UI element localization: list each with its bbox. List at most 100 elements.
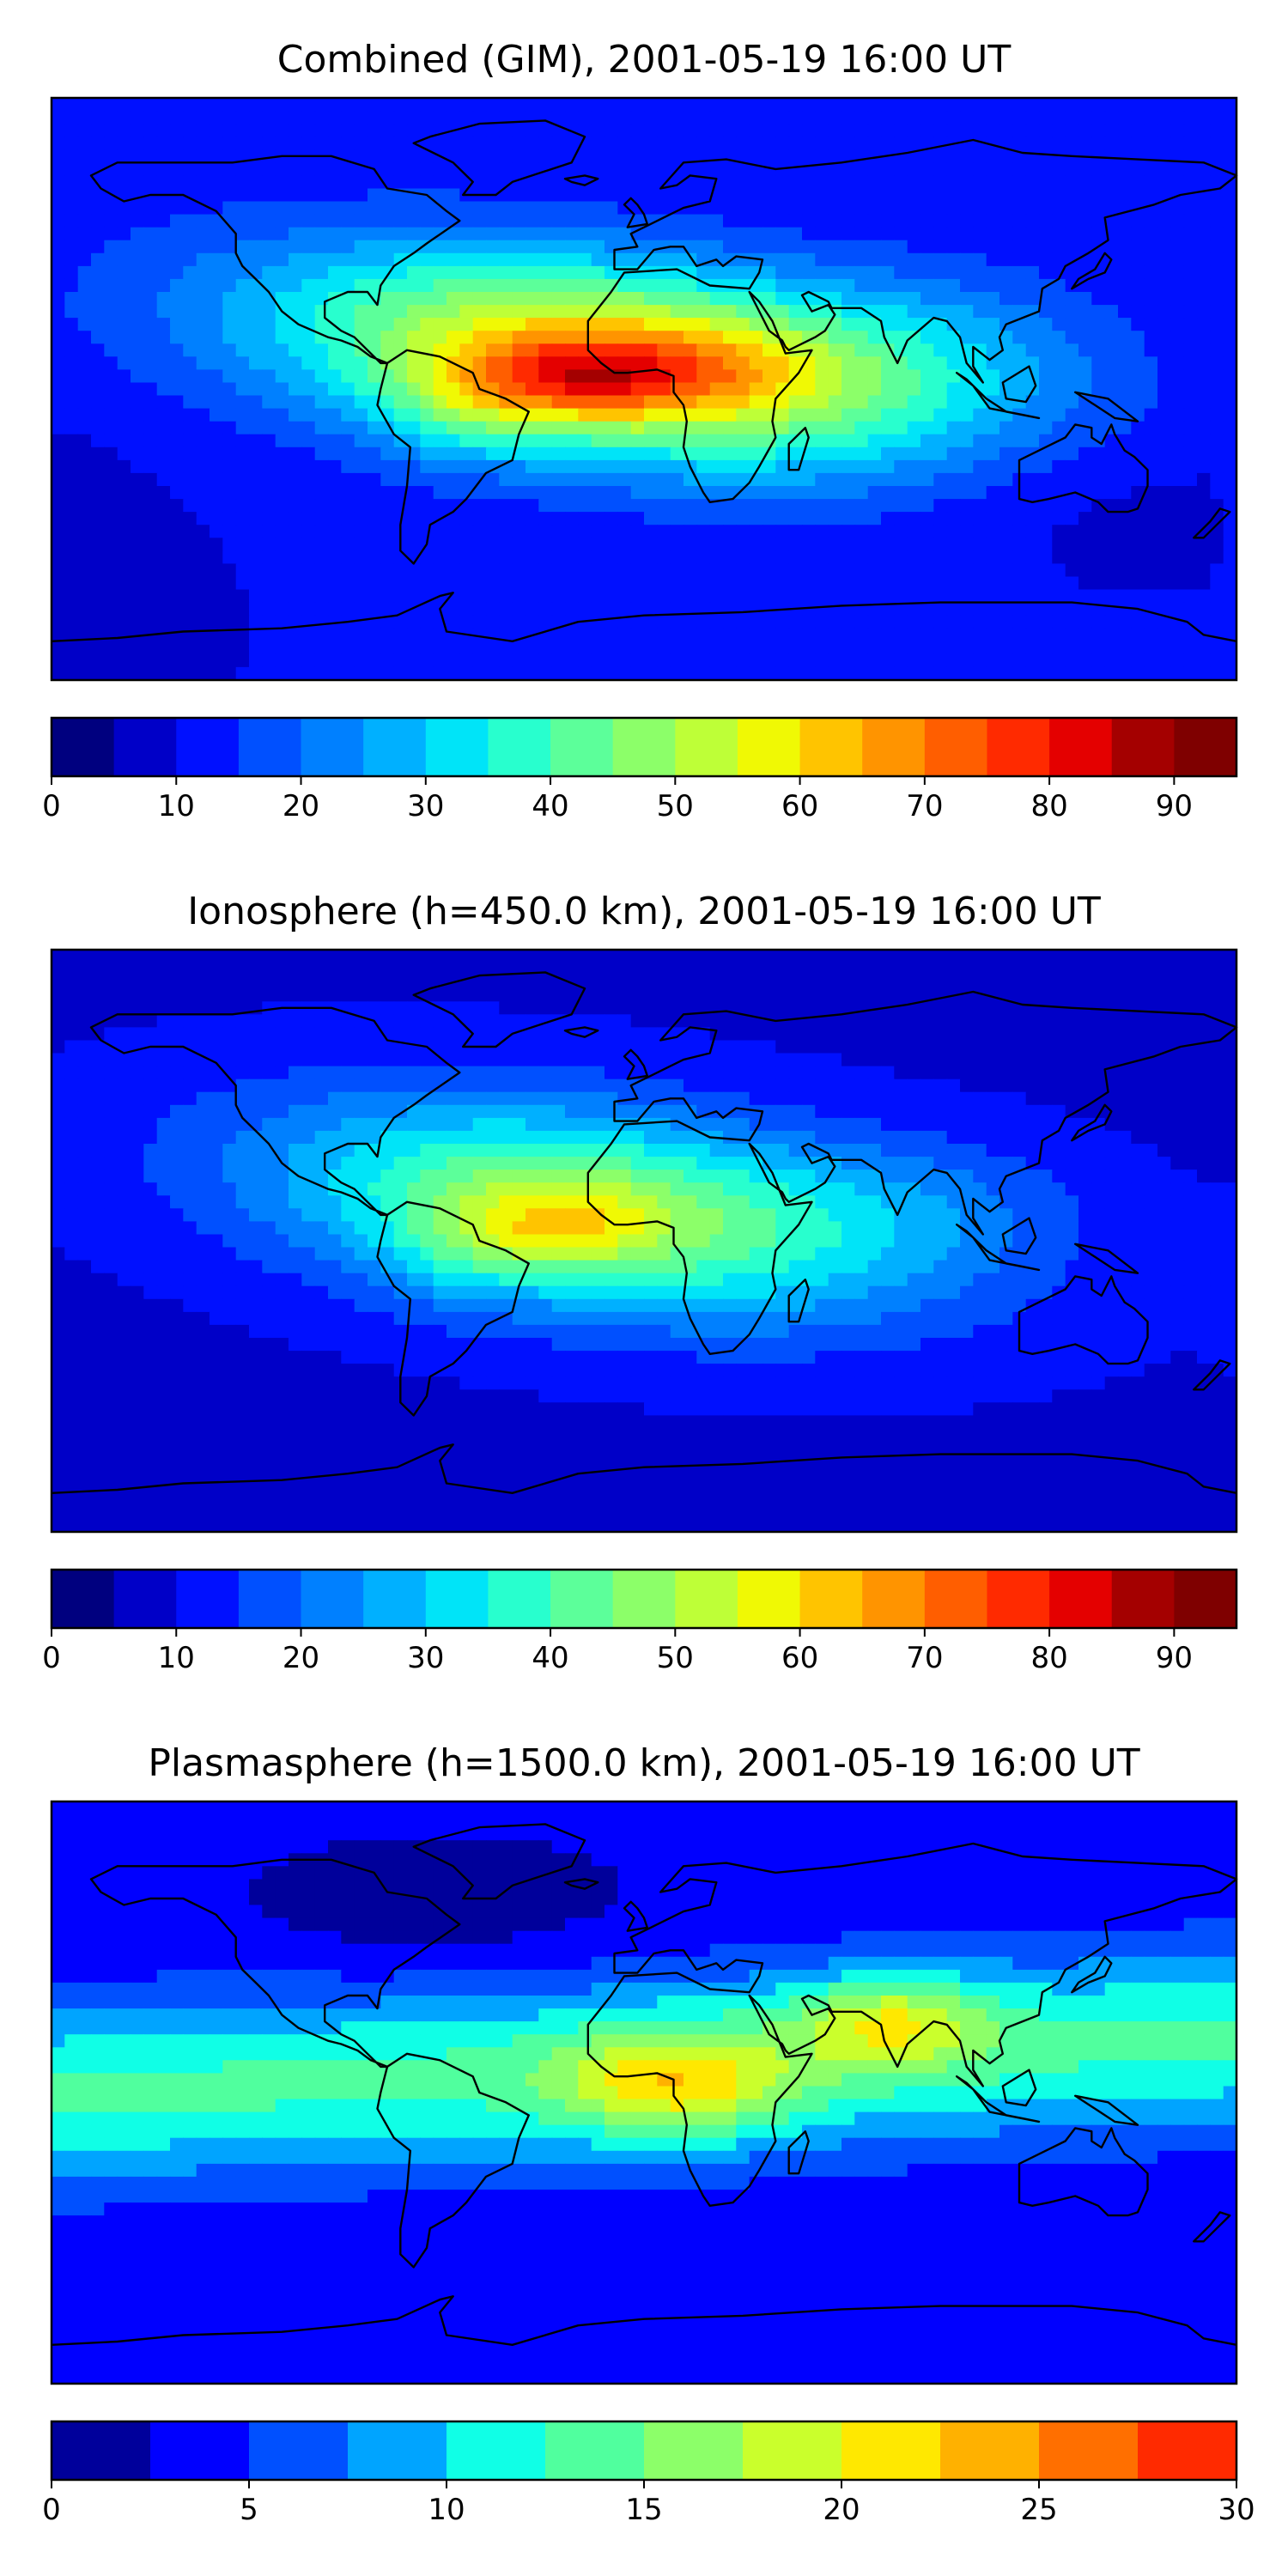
- heatmap-cell: [1078, 641, 1092, 655]
- heatmap-cell: [407, 963, 421, 976]
- heatmap-cell: [222, 331, 237, 344]
- heatmap-cell: [960, 550, 974, 564]
- heatmap-cell: [64, 988, 79, 1002]
- heatmap-cell: [91, 240, 105, 254]
- heatmap-cell: [275, 525, 289, 538]
- heatmap-cell: [131, 525, 144, 538]
- heatmap-cell: [499, 525, 513, 538]
- heatmap-cell: [104, 98, 118, 112]
- heatmap-cell: [538, 576, 553, 591]
- heatmap-cell: [709, 538, 724, 551]
- heatmap-cell: [210, 175, 223, 190]
- heatmap-cell: [170, 472, 184, 487]
- heatmap-cell: [64, 162, 79, 176]
- heatmap-cell: [447, 550, 460, 564]
- heatmap-cell: [314, 628, 329, 642]
- heatmap-cell: [907, 227, 921, 241]
- heatmap-cell: [1183, 1027, 1198, 1042]
- heatmap-cell: [749, 988, 763, 1002]
- heatmap-cell: [1065, 459, 1079, 474]
- heatmap-cell: [472, 343, 487, 357]
- heatmap-cell: [183, 111, 197, 125]
- heatmap-cell: [170, 111, 184, 125]
- heatmap-cell: [393, 653, 408, 668]
- heatmap-cell: [235, 201, 250, 216]
- heatmap-cell: [1118, 369, 1132, 384]
- heatmap-cell: [644, 356, 658, 370]
- heatmap-cell: [1104, 1001, 1119, 1015]
- heatmap-cell: [723, 628, 737, 642]
- heatmap-cell: [907, 137, 921, 150]
- heatmap-cell: [52, 137, 65, 150]
- heatmap-cell: [52, 369, 65, 384]
- heatmap-cell: [973, 615, 987, 629]
- heatmap-cell: [235, 576, 250, 591]
- heatmap-cell: [380, 227, 395, 241]
- heatmap-cell: [802, 576, 816, 591]
- heatmap-cell: [380, 512, 395, 526]
- heatmap-cell: [644, 950, 658, 963]
- heatmap-cell: [472, 292, 487, 306]
- heatmap-cell: [907, 576, 921, 591]
- heatmap-cell: [486, 602, 500, 617]
- heatmap-cell: [946, 459, 961, 474]
- heatmap-cell: [262, 988, 276, 1002]
- heatmap-cell: [1025, 512, 1040, 526]
- heatmap-cell: [131, 1053, 144, 1067]
- heatmap-cell: [960, 162, 974, 176]
- colorbar-tick-label: 20: [283, 789, 319, 823]
- heatmap-cell: [459, 201, 474, 216]
- heatmap-cell: [354, 459, 368, 474]
- heatmap-cell: [393, 576, 408, 591]
- heatmap-cell: [249, 459, 263, 474]
- heatmap-cell: [1065, 653, 1079, 668]
- heatmap-cell: [433, 395, 447, 410]
- heatmap-cell: [393, 628, 408, 642]
- heatmap-cell: [472, 265, 487, 280]
- heatmap-cell: [117, 265, 131, 280]
- heatmap-cell: [644, 369, 658, 384]
- heatmap-cell: [301, 589, 316, 604]
- heatmap-cell: [630, 278, 645, 293]
- heatmap-cell: [196, 512, 210, 526]
- heatmap-cell: [565, 252, 579, 267]
- heatmap-cell: [841, 318, 855, 331]
- heatmap-cell: [341, 395, 355, 410]
- heatmap-cell: [526, 188, 539, 203]
- heatmap-cell: [52, 486, 65, 500]
- heatmap-cell: [1091, 343, 1106, 357]
- heatmap-cell: [526, 214, 539, 228]
- heatmap-cell: [380, 1027, 395, 1042]
- heatmap-cell: [1118, 628, 1132, 642]
- heatmap-cell: [131, 214, 144, 228]
- heatmap-cell: [1025, 292, 1040, 306]
- heatmap-cell: [249, 214, 263, 228]
- heatmap-cell: [946, 525, 961, 538]
- heatmap-cell: [1012, 950, 1027, 963]
- heatmap-cell: [1025, 576, 1040, 591]
- heatmap-cell: [1223, 201, 1236, 216]
- heatmap-cell: [1065, 512, 1079, 526]
- heatmap-cell: [262, 512, 276, 526]
- heatmap-cell: [472, 538, 487, 551]
- heatmap-cell: [380, 434, 395, 448]
- heatmap-cell: [736, 382, 750, 397]
- heatmap-cell: [499, 1014, 513, 1028]
- heatmap-cell: [881, 525, 895, 538]
- heatmap-cell: [1144, 331, 1158, 344]
- heatmap-cell: [1157, 628, 1171, 642]
- heatmap-cell: [131, 98, 144, 112]
- heatmap-cell: [841, 111, 855, 125]
- heatmap-cell: [815, 963, 829, 976]
- heatmap-cell: [657, 576, 671, 591]
- heatmap-cell: [407, 1040, 421, 1054]
- heatmap-cell: [946, 641, 961, 655]
- heatmap-cell: [867, 589, 882, 604]
- heatmap-cell: [1157, 666, 1171, 680]
- heatmap-cell: [183, 472, 197, 487]
- heatmap-cell: [670, 305, 684, 319]
- heatmap-cell: [960, 653, 974, 668]
- heatmap-cell: [314, 305, 329, 319]
- heatmap-cell: [920, 486, 934, 500]
- heatmap-cell: [630, 421, 645, 435]
